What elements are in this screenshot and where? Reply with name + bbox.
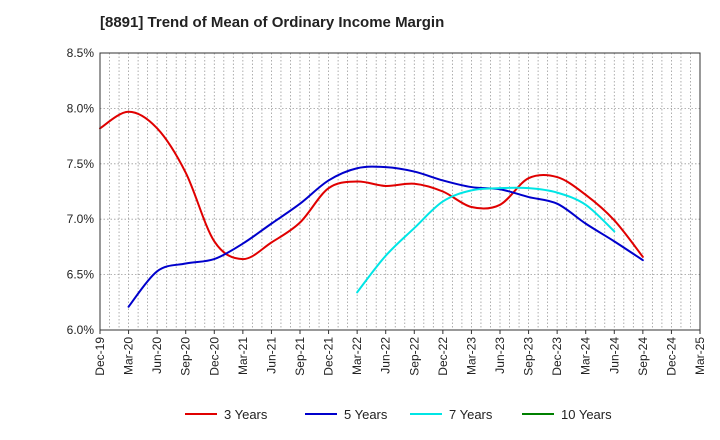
x-tick-label: Jun-22 (379, 337, 393, 374)
x-tick-label: Mar-23 (464, 337, 478, 375)
y-tick-label: 6.0% (67, 323, 95, 337)
x-tick-label: Mar-21 (236, 337, 250, 375)
x-tick-label: Dec-24 (664, 337, 678, 376)
y-tick-label: 7.5% (67, 157, 95, 171)
x-tick-label: Dec-20 (207, 337, 221, 376)
series-line-3-years (99, 110, 644, 261)
legend-label: 5 Years (344, 407, 388, 422)
x-tick-label: Sep-21 (293, 337, 307, 376)
x-tick-label: Jun-24 (607, 337, 621, 374)
legend-label: 7 Years (449, 407, 493, 422)
y-tick-label: 8.0% (67, 101, 95, 115)
x-tick-label: Dec-19 (93, 337, 107, 376)
series-line-7-years (356, 186, 616, 294)
x-tick-label: Dec-23 (550, 337, 564, 376)
x-tick-label: Sep-24 (636, 337, 650, 376)
chart-title: [8891] Trend of Mean of Ordinary Income … (100, 14, 445, 31)
x-tick-label: Mar-22 (350, 337, 364, 375)
plot-background (100, 53, 700, 330)
y-axis-ticks: 6.0% 6.5% 7.0% 7.5% 8.0% 8.5% (67, 46, 95, 337)
x-tick-label: Sep-22 (407, 337, 421, 376)
series-lines (99, 110, 644, 308)
legend-label: 3 Years (224, 407, 268, 422)
y-tick-label: 8.5% (67, 46, 95, 60)
x-tick-label: Mar-25 (693, 337, 707, 375)
plot-frame (99, 52, 701, 331)
x-tick-label: Jun-20 (150, 337, 164, 374)
x-tick-label: Mar-24 (579, 337, 593, 375)
x-tick-label: Sep-20 (179, 337, 193, 376)
x-tick-label: Dec-22 (436, 337, 450, 376)
x-tick-label: Jun-23 (493, 337, 507, 374)
x-tick-label: Dec-21 (322, 337, 336, 376)
y-tick-label: 6.5% (67, 268, 95, 282)
y-tick-label: 7.0% (67, 212, 95, 226)
legend-label: 10 Years (561, 407, 612, 422)
x-tick-label: Mar-20 (122, 337, 136, 375)
series-line-5-years (127, 165, 644, 308)
x-tick-label: Jun-21 (264, 337, 278, 374)
legend: 3 Years 5 Years 7 Years 10 Years (185, 407, 612, 422)
x-tick-label: Sep-23 (522, 337, 536, 376)
x-axis-ticks: Dec-19 Mar-20 Jun-20 Sep-20 Dec-20 Mar-21 Jun-… (93, 330, 707, 376)
